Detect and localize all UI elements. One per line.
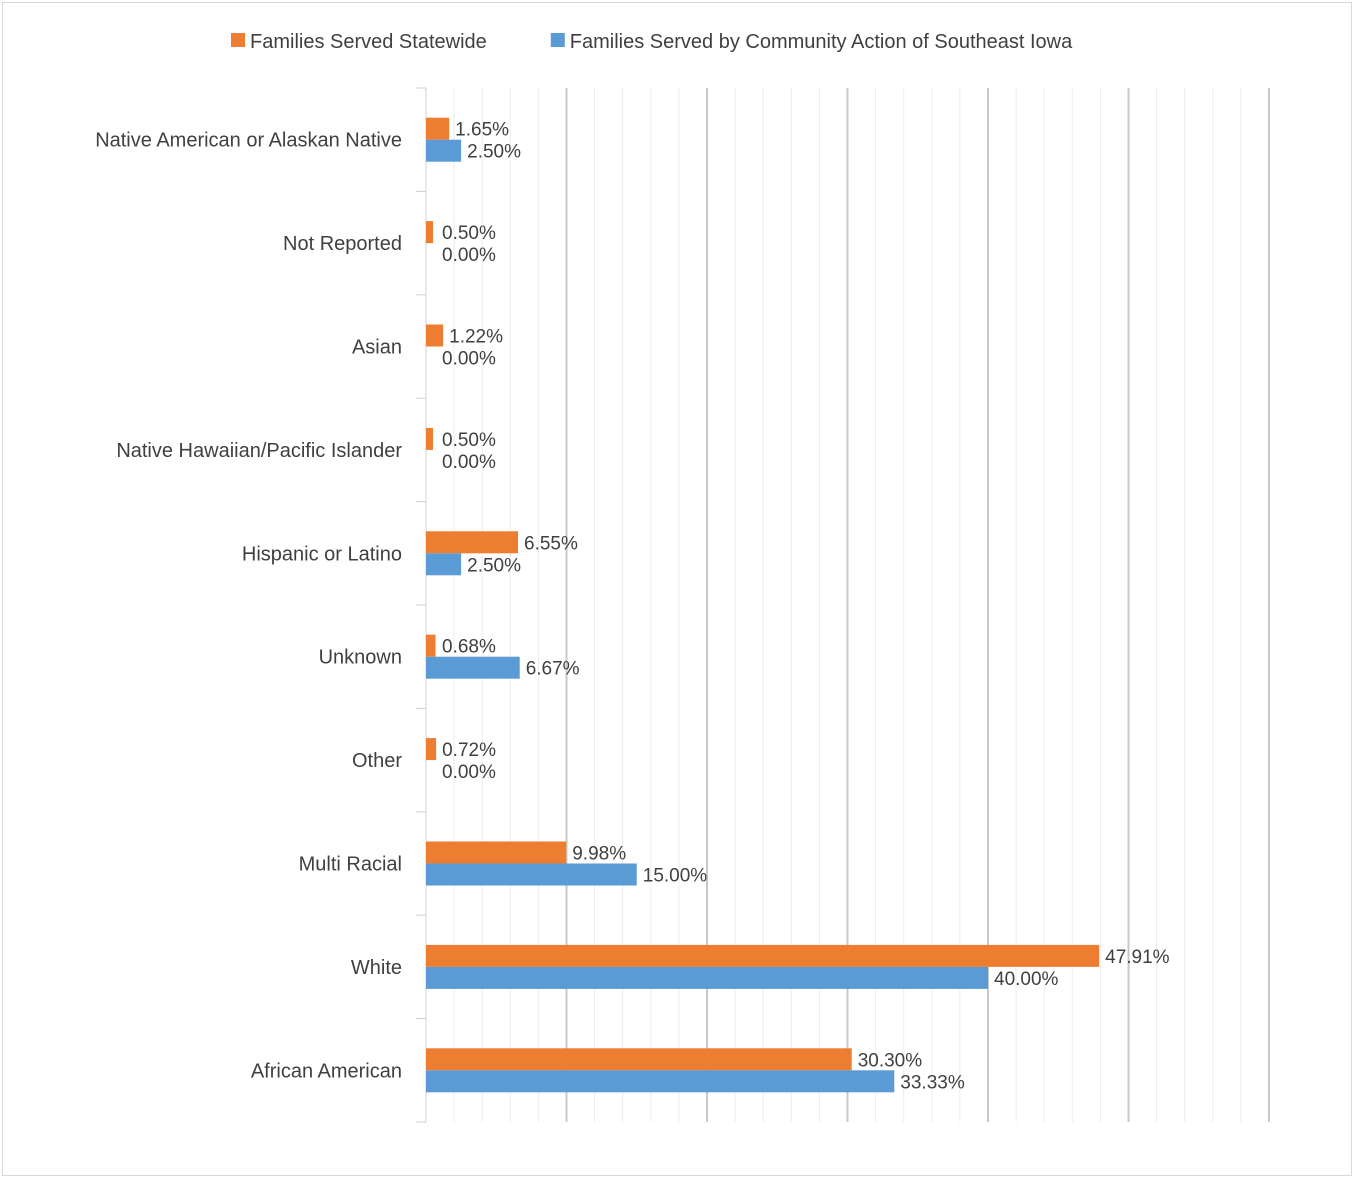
category-label: Unknown xyxy=(319,647,402,669)
category-labels: Native American or Alaskan Native Not Rep… xyxy=(95,130,402,1083)
bar xyxy=(426,531,519,554)
bar xyxy=(426,221,434,244)
bar xyxy=(426,139,462,162)
category-axis xyxy=(416,87,427,1123)
data-label: 1.65% xyxy=(455,120,509,141)
data-labels: 1.65%2.50%0.50%0.00%1.22%0.00%0.50%0.00%… xyxy=(442,120,1170,1094)
legend-swatch xyxy=(231,33,245,47)
bar xyxy=(426,966,988,989)
data-label: 0.00% xyxy=(442,762,496,783)
bar xyxy=(426,656,520,679)
category-label: Native Hawaiian/Pacific Islander xyxy=(116,440,402,462)
category-label: Hispanic or Latino xyxy=(242,543,402,565)
bar xyxy=(426,1070,895,1093)
data-label: 0.68% xyxy=(442,637,496,658)
category-label: African American xyxy=(251,1060,402,1082)
data-label: 6.67% xyxy=(526,659,580,680)
category-label: White xyxy=(351,957,402,979)
data-label: 0.50% xyxy=(442,430,496,451)
data-label: 0.00% xyxy=(442,245,496,266)
category-label: Not Reported xyxy=(283,233,402,255)
data-label: 0.00% xyxy=(442,452,496,473)
category-label: Native American or Alaskan Native xyxy=(95,130,402,152)
data-label: 6.55% xyxy=(524,533,578,554)
category-label: Asian xyxy=(352,337,402,359)
bar xyxy=(426,841,567,864)
data-label: 2.50% xyxy=(467,555,521,576)
data-label: 30.30% xyxy=(858,1050,923,1071)
bar xyxy=(426,738,437,761)
bars xyxy=(426,117,1100,1093)
bar xyxy=(426,427,434,450)
data-label: 0.72% xyxy=(442,740,496,761)
data-label: 15.00% xyxy=(643,866,708,887)
bar xyxy=(426,863,637,886)
bar xyxy=(426,944,1100,967)
data-label: 2.50% xyxy=(467,142,521,163)
legend-swatch xyxy=(550,33,565,47)
data-label: 9.98% xyxy=(572,844,626,865)
legend-entry: Families Served Statewide xyxy=(250,31,487,53)
bar xyxy=(426,1048,852,1071)
legend: Families Served Statewide Families Served… xyxy=(231,31,1073,53)
bar xyxy=(426,324,444,347)
bar xyxy=(426,553,462,576)
bar xyxy=(426,634,436,657)
bar xyxy=(426,117,450,140)
data-label: 40.00% xyxy=(994,969,1059,990)
data-label: 0.50% xyxy=(442,223,496,244)
category-label: Multi Racial xyxy=(299,854,402,876)
data-label: 47.91% xyxy=(1105,947,1170,968)
legend-entry: Families Served by Community Action of S… xyxy=(570,31,1073,53)
data-label: 33.33% xyxy=(900,1072,965,1093)
data-label: 1.22% xyxy=(449,327,503,348)
data-label: 0.00% xyxy=(442,349,496,370)
category-label: Other xyxy=(352,750,402,772)
